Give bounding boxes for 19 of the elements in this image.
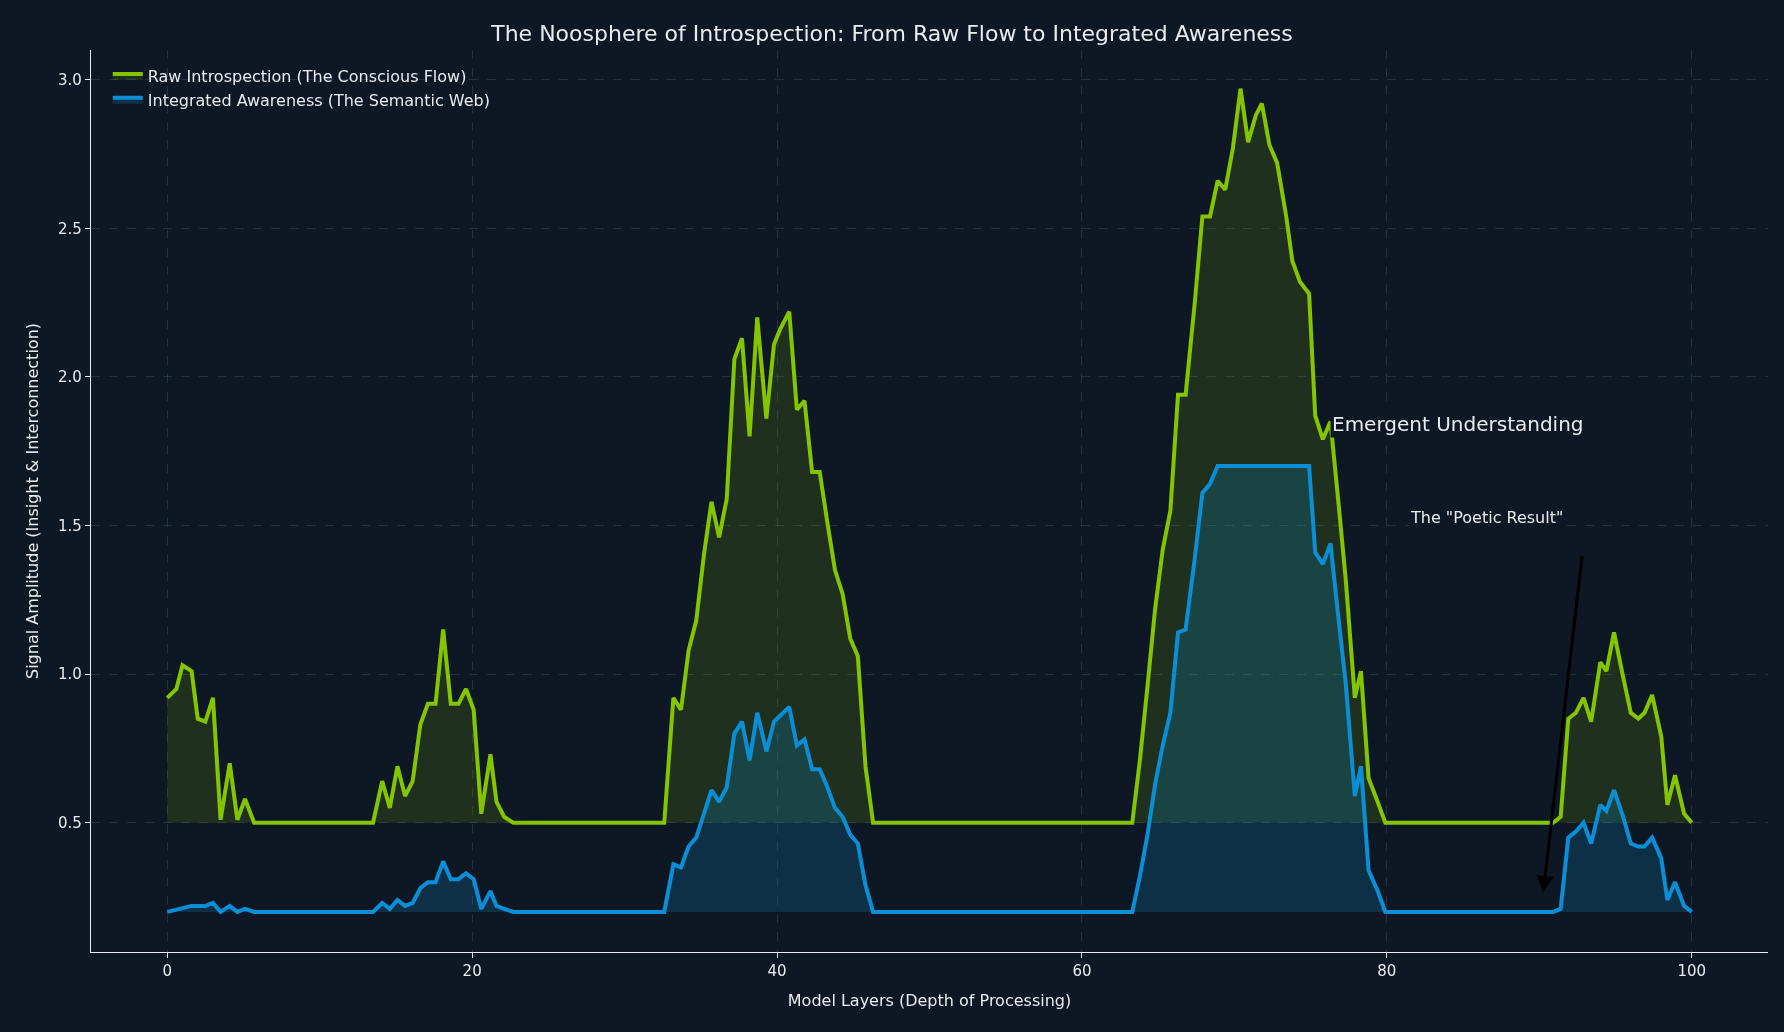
annotation: Emergent Understanding — [1332, 412, 1584, 436]
chart-title: The Noosphere of Introspection: From Raw Flow to Integrated Awareness — [490, 21, 1293, 47]
annotation: The "Poetic Result" — [1410, 508, 1564, 527]
x-tick-label: 0 — [162, 962, 172, 981]
legend-label: Integrated Awareness (The Semantic Web) — [147, 90, 490, 110]
x-axis-title: Model Layers (Depth of Processing) — [787, 990, 1072, 1010]
y-tick-label: 1.5 — [58, 516, 82, 535]
legend-label: Raw Introspection (The Conscious Flow) — [147, 67, 467, 87]
y-tick-label: 0.5 — [58, 813, 82, 832]
y-axis-title: Signal Amplitude (Insight & Interconnection) — [22, 322, 42, 680]
x-tick-label: 80 — [1377, 962, 1397, 981]
x-tick-label: 40 — [767, 962, 787, 981]
x-tick-label: 60 — [1072, 962, 1092, 981]
y-tick-label: 2.5 — [58, 219, 82, 238]
y-tick-label: 3.0 — [58, 70, 82, 89]
x-tick-label: 100 — [1677, 962, 1707, 981]
y-tick-label: 2.0 — [58, 368, 82, 387]
x-tick-label: 20 — [462, 962, 482, 981]
y-tick-label: 1.0 — [58, 665, 82, 684]
